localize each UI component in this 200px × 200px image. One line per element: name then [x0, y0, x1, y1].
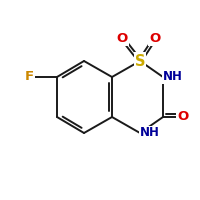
Text: NH: NH [163, 71, 183, 84]
Text: NH: NH [140, 127, 160, 140]
Text: O: O [149, 31, 161, 45]
Text: O: O [177, 110, 189, 123]
Text: S: S [135, 53, 145, 68]
Text: O: O [116, 31, 128, 45]
Text: F: F [25, 71, 34, 84]
